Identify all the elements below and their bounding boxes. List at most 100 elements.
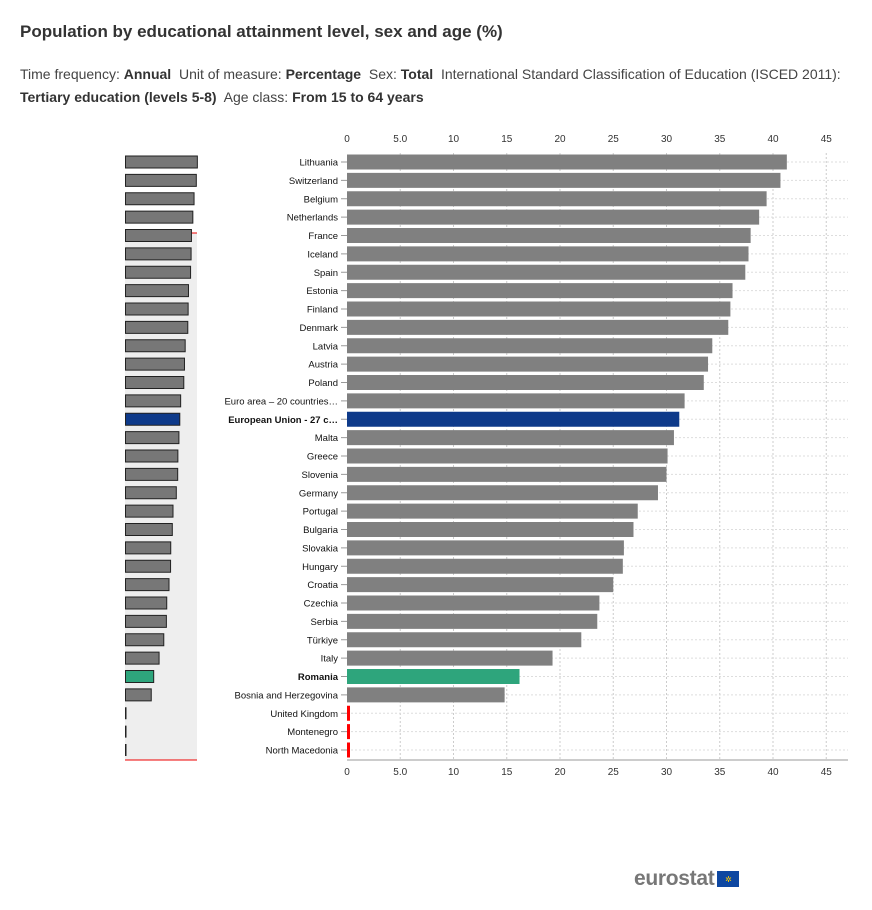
category-label: Spain: [314, 268, 338, 279]
x-tick-label-top: 0: [344, 134, 350, 145]
bar: [347, 485, 658, 501]
x-tick-label-top: 10: [448, 134, 460, 145]
category-label: Türkiye: [307, 635, 338, 646]
eu-flag-icon: ✲: [717, 871, 740, 887]
bar: [347, 595, 600, 611]
bar: [347, 522, 634, 537]
filter-value: Tertiary education (levels 5-8): [20, 89, 217, 105]
category-label: Serbia: [311, 617, 339, 628]
category-label: Switzerland: [289, 176, 338, 187]
navigator-bar: [125, 449, 179, 463]
bar: [347, 577, 614, 593]
bar-missing: [347, 742, 350, 758]
bar: [347, 393, 685, 409]
bar: [347, 338, 713, 354]
bar: [347, 669, 520, 684]
navigator-bar: [125, 376, 185, 389]
category-label: Bosnia and Herzegovina: [234, 690, 338, 701]
x-tick-label-top: 20: [554, 134, 566, 145]
category-label: Belgium: [304, 194, 338, 205]
bar: [347, 613, 598, 629]
x-tick-label-bottom: 40: [767, 767, 779, 778]
category-label: European Union - 27 c…: [228, 415, 338, 426]
category-label: Greece: [307, 452, 338, 463]
filter-value: Percentage: [285, 66, 362, 82]
bar: [347, 172, 781, 188]
x-tick-label-top: 15: [501, 134, 513, 145]
category-label: United Kingdom: [270, 709, 338, 720]
category-label: Lithuania: [299, 158, 338, 169]
category-label: Euro area – 20 countries…: [224, 396, 338, 407]
bar-missing: [347, 724, 350, 740]
navigator-bar: [125, 210, 194, 224]
navigator-bar: [125, 541, 172, 555]
x-tick-label-bottom: 45: [821, 767, 833, 778]
bar: [347, 466, 667, 482]
category-label: Iceland: [307, 249, 338, 260]
navigator-bar: [125, 578, 170, 592]
bar: [347, 209, 760, 225]
filter-label: Unit of measure:: [178, 66, 282, 82]
category-label: Malta: [315, 433, 339, 444]
bar: [347, 154, 787, 170]
navigator-bar: [125, 357, 185, 371]
filter-value: From 15 to 64 years: [292, 89, 424, 105]
navigator-bar: [125, 412, 181, 426]
category-label: Slovakia: [302, 543, 339, 554]
navigator-bar: [125, 744, 127, 756]
navigator-bar: [125, 633, 165, 647]
bar: [347, 246, 749, 262]
navigator-bar: [125, 614, 167, 628]
bar: [347, 283, 733, 299]
navigator-bar: [125, 467, 179, 481]
bar: [347, 540, 624, 556]
x-tick-label-bottom: 30: [661, 767, 673, 778]
x-tick-label-top: 5.0: [393, 134, 407, 145]
category-label: Montenegro: [287, 727, 338, 738]
x-tick-label-top: 35: [714, 134, 726, 145]
category-label: Netherlands: [287, 213, 338, 224]
navigator-bar: [125, 247, 192, 261]
navigator-bar: [125, 394, 182, 408]
category-label: Bulgaria: [303, 525, 339, 536]
bar: [347, 411, 680, 427]
category-label: Romania: [298, 672, 339, 683]
filter-label: International Standard Classification of…: [440, 66, 841, 82]
x-tick-label-bottom: 5.0: [393, 767, 407, 778]
logo-text: eurostat: [634, 867, 715, 890]
filter-label: Time frequency:: [20, 66, 120, 82]
category-label: Croatia: [307, 580, 338, 591]
bar: [347, 375, 704, 390]
bar: [347, 191, 767, 207]
category-label: North Macedonia: [266, 746, 339, 757]
category-label: Germany: [299, 488, 338, 499]
bar-missing: [347, 705, 350, 721]
filter-label: Age class:: [223, 89, 289, 105]
navigator-bar: [125, 192, 195, 206]
navigator-bar: [125, 651, 160, 665]
navigator-bar: [125, 670, 155, 683]
bar: [347, 558, 623, 574]
navigator-bar: [125, 688, 152, 702]
category-label: Slovenia: [302, 470, 339, 481]
bar: [347, 356, 709, 372]
x-tick-label-bottom: 20: [554, 767, 566, 778]
filter-summary: Time frequency: Annual Unit of measure: …: [20, 63, 850, 109]
category-label: Latvia: [313, 341, 339, 352]
category-label: Poland: [308, 378, 338, 389]
bar: [347, 430, 674, 446]
navigator-bar: [125, 173, 197, 187]
navigator-bar: [125, 707, 127, 720]
eurostat-logo: eurostat ✲: [634, 867, 740, 891]
category-label: Portugal: [303, 507, 338, 518]
filter-label: Sex:: [368, 66, 397, 82]
x-tick-label-bottom: 0: [344, 767, 350, 778]
navigator-bar: [125, 596, 168, 610]
navigator-bar: [125, 155, 198, 169]
x-tick-label-top: 45: [821, 134, 833, 145]
navigator-bar: [125, 523, 173, 536]
navigator-bar: [125, 725, 127, 738]
navigator-bar: [125, 284, 189, 298]
